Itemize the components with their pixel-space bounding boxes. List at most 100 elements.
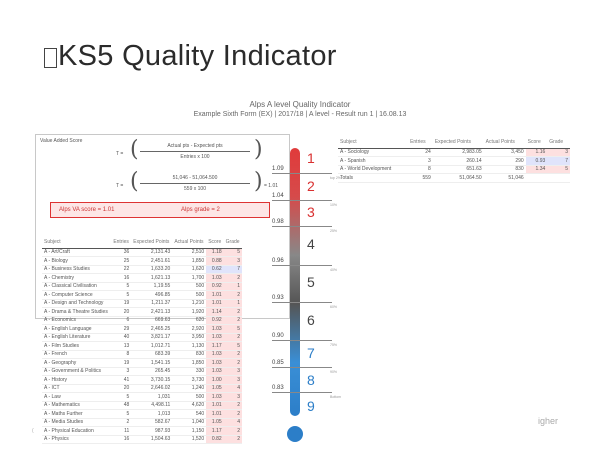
alps-grade-number: 8 — [307, 372, 315, 388]
table-cell: 8 — [111, 350, 132, 359]
scale-band-label: 10% — [330, 203, 338, 207]
table-cell: 2,421.13 — [131, 307, 173, 317]
eq2-fraction: 51,046 - 51,064.500 559 x 100 — [140, 175, 250, 192]
footer-text: igher — [538, 416, 559, 426]
table-cell: 1.01 — [206, 409, 224, 419]
scale-tick-value: 1.09 — [272, 166, 284, 172]
table-cell: 20 — [111, 384, 132, 393]
table-cell: 29 — [111, 324, 132, 334]
table-cell: 7 — [223, 265, 242, 274]
table-cell: 1.03 — [206, 333, 224, 342]
table-row: A - Design and Technology 19 1,211.37 1,210… — [42, 299, 242, 308]
table-cell: 1,541.15 — [131, 358, 173, 368]
table-cell: 1,920 — [172, 307, 207, 317]
table-cell: A - Drama & Theatre Studies — [42, 307, 112, 317]
eq1-denominator: Entries x 100 — [180, 154, 210, 160]
table-cell: 1.05 — [206, 418, 224, 427]
table-cell — [525, 173, 548, 183]
column-header: Actual Points — [172, 236, 207, 249]
table-cell: A - Mathematics — [42, 401, 112, 410]
table-row: A - Economics 6 669.63 620 0.92 2 — [42, 316, 242, 325]
table-cell: 3 — [408, 156, 433, 166]
table-cell: 3,821.17 — [131, 333, 173, 342]
table-cell: 2,131.43 — [131, 248, 173, 257]
table-cell: 48 — [111, 401, 132, 410]
table-cell: 830 — [483, 165, 526, 174]
table-cell: 0.92 — [206, 316, 224, 325]
table-cell: 500 — [172, 392, 207, 402]
subject-results-table: Subject Entries Expected Points Actual Poin… — [42, 236, 242, 444]
table-cell: A - Biology — [42, 256, 112, 266]
table-cell: 1.03 — [206, 324, 224, 334]
table-cell: 2,465.25 — [131, 324, 173, 334]
table-cell: 1,012.71 — [131, 341, 173, 351]
eq1-numerator: Actual pts - Expected pts — [167, 143, 223, 149]
table-cell: 6 — [111, 316, 132, 325]
table-cell: 2,983.05 — [432, 148, 484, 157]
corner-mark: ( — [32, 428, 34, 434]
table-row: A - Art/Craft 36 2,131.43 2,510 1.18 5 — [42, 248, 242, 257]
table-cell: A - Economics — [42, 316, 112, 325]
table-cell: 3 — [111, 367, 132, 376]
table-cell: A - Physics — [42, 435, 112, 444]
table-cell: 1,520 — [172, 435, 207, 444]
table-cell: 7 — [547, 156, 570, 166]
table-cell: 22 — [111, 265, 132, 274]
table-cell: A - Design and Technology — [42, 299, 112, 308]
table-cell: A - World Development — [338, 165, 409, 174]
table-cell: A - Geography — [42, 358, 112, 368]
table-cell: 1.03 — [206, 350, 224, 359]
table-cell: 1.17 — [206, 426, 224, 436]
alps-grade-number: 9 — [307, 398, 315, 414]
table-cell: 4,498.11 — [131, 401, 173, 410]
table-cell: 1,850 — [172, 256, 207, 266]
table-cell: 3 — [223, 367, 242, 376]
table-cell: 2 — [223, 333, 242, 342]
column-header: Expected Points — [432, 136, 484, 149]
table-cell: 3 — [223, 375, 242, 385]
title-text: KS5 Quality Indicator — [58, 40, 337, 72]
alps-grade-number: 6 — [307, 312, 315, 328]
table-cell: 582.67 — [131, 418, 173, 427]
table-cell: 2 — [223, 350, 242, 359]
table-row: A - Geography 19 1,541.15 1,850 1.03 2 — [42, 358, 242, 368]
scale-tick-value: 0.93 — [272, 295, 284, 301]
table-cell: 500 — [172, 282, 207, 291]
table-row: A - Mathematics 48 4,498.11 4,620 1.01 2 — [42, 401, 242, 410]
table-cell: 5 — [111, 392, 132, 402]
alps-grade-number: 5 — [307, 274, 315, 290]
table-cell: 1.14 — [206, 307, 224, 317]
table-cell: 4,620 — [172, 401, 207, 410]
table-cell: 0.62 — [206, 265, 224, 274]
column-header: Subject — [42, 236, 112, 249]
table-row: A - English Language 29 2,465.25 2,920 1.03 5 — [42, 324, 242, 334]
table-row: A - ICT 20 2,646.02 1,240 1.05 4 — [42, 384, 242, 393]
column-header: Entries — [111, 236, 132, 249]
table-cell: 3,730.15 — [131, 375, 173, 385]
alps-grade-number: 7 — [307, 345, 315, 361]
table-row: A - English Literature 40 3,821.17 3,950 1.0… — [42, 333, 242, 342]
table-cell: 19 — [111, 358, 132, 368]
scale-tick-line — [272, 265, 332, 266]
table-cell: 2 — [223, 273, 242, 283]
table-cell: 19 — [111, 299, 132, 308]
column-header: Score — [525, 136, 548, 149]
table-cell: 1,013 — [131, 409, 173, 419]
table-header-row: Subject Entries Expected Points Actual Poin… — [42, 236, 242, 249]
table-cell: 16 — [111, 435, 132, 444]
eq1-fraction-line — [140, 151, 250, 152]
table-cell: 51,046 — [483, 173, 526, 183]
table-row: A - World Development 8 651.63 830 1.34 5 — [338, 165, 570, 174]
table-cell: 2 — [111, 418, 132, 427]
scale-band-label: 25% — [330, 229, 338, 233]
table-cell: 5 — [223, 341, 242, 351]
table-cell: 1.34 — [525, 165, 548, 174]
slide-title: KS5 Quality Indicator — [44, 40, 337, 73]
table-cell: 2,510 — [172, 248, 207, 257]
table-row: A - Classical Civilisation 5 1,19.55 500 0.9… — [42, 282, 242, 291]
table-cell: 5 — [111, 290, 132, 300]
table-cell: A - English Literature — [42, 333, 112, 342]
table-cell: 1.18 — [206, 248, 224, 257]
eq2-denominator: 559 x 100 — [184, 186, 206, 192]
table-row: A - Maths Further 5 1,013 540 1.01 2 — [42, 409, 242, 419]
